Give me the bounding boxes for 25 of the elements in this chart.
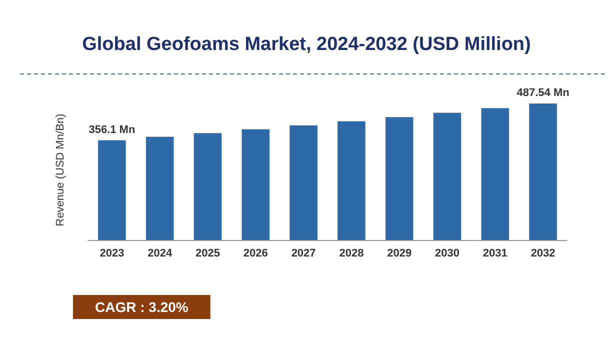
- bar: [242, 129, 270, 240]
- text: CAGR : 3.20%: [95, 299, 189, 315]
- bar: [529, 103, 557, 240]
- chart-title: Global Geofoams Market, 2024-2032 (USD Million): [82, 34, 531, 55]
- bar: [338, 121, 366, 240]
- data-label: 487.54 Mn: [516, 86, 570, 99]
- bar: [98, 140, 126, 240]
- bar: [146, 136, 174, 240]
- bar: [481, 108, 510, 240]
- x-tick-label: 2023: [100, 248, 124, 260]
- x-tick-label: 2024: [148, 248, 173, 260]
- bar: [385, 117, 414, 240]
- x-tick-label: 2027: [291, 248, 316, 260]
- x-tick-label: 2026: [243, 248, 268, 260]
- x-tick-label: 2029: [387, 248, 412, 260]
- bar: [433, 112, 462, 240]
- bar: [194, 133, 222, 240]
- data-label: 356.1 Mn: [88, 124, 136, 136]
- x-tick-label: 2031: [482, 248, 508, 260]
- bar: [290, 125, 318, 240]
- x-tick-label: 2032: [530, 248, 556, 260]
- y-axis-title: Revenue (USD Mn/Bn): [54, 114, 66, 226]
- x-tick-label: 2028: [339, 248, 364, 260]
- x-tick-label: 2025: [196, 248, 220, 260]
- x-tick-label: 2030: [435, 248, 460, 260]
